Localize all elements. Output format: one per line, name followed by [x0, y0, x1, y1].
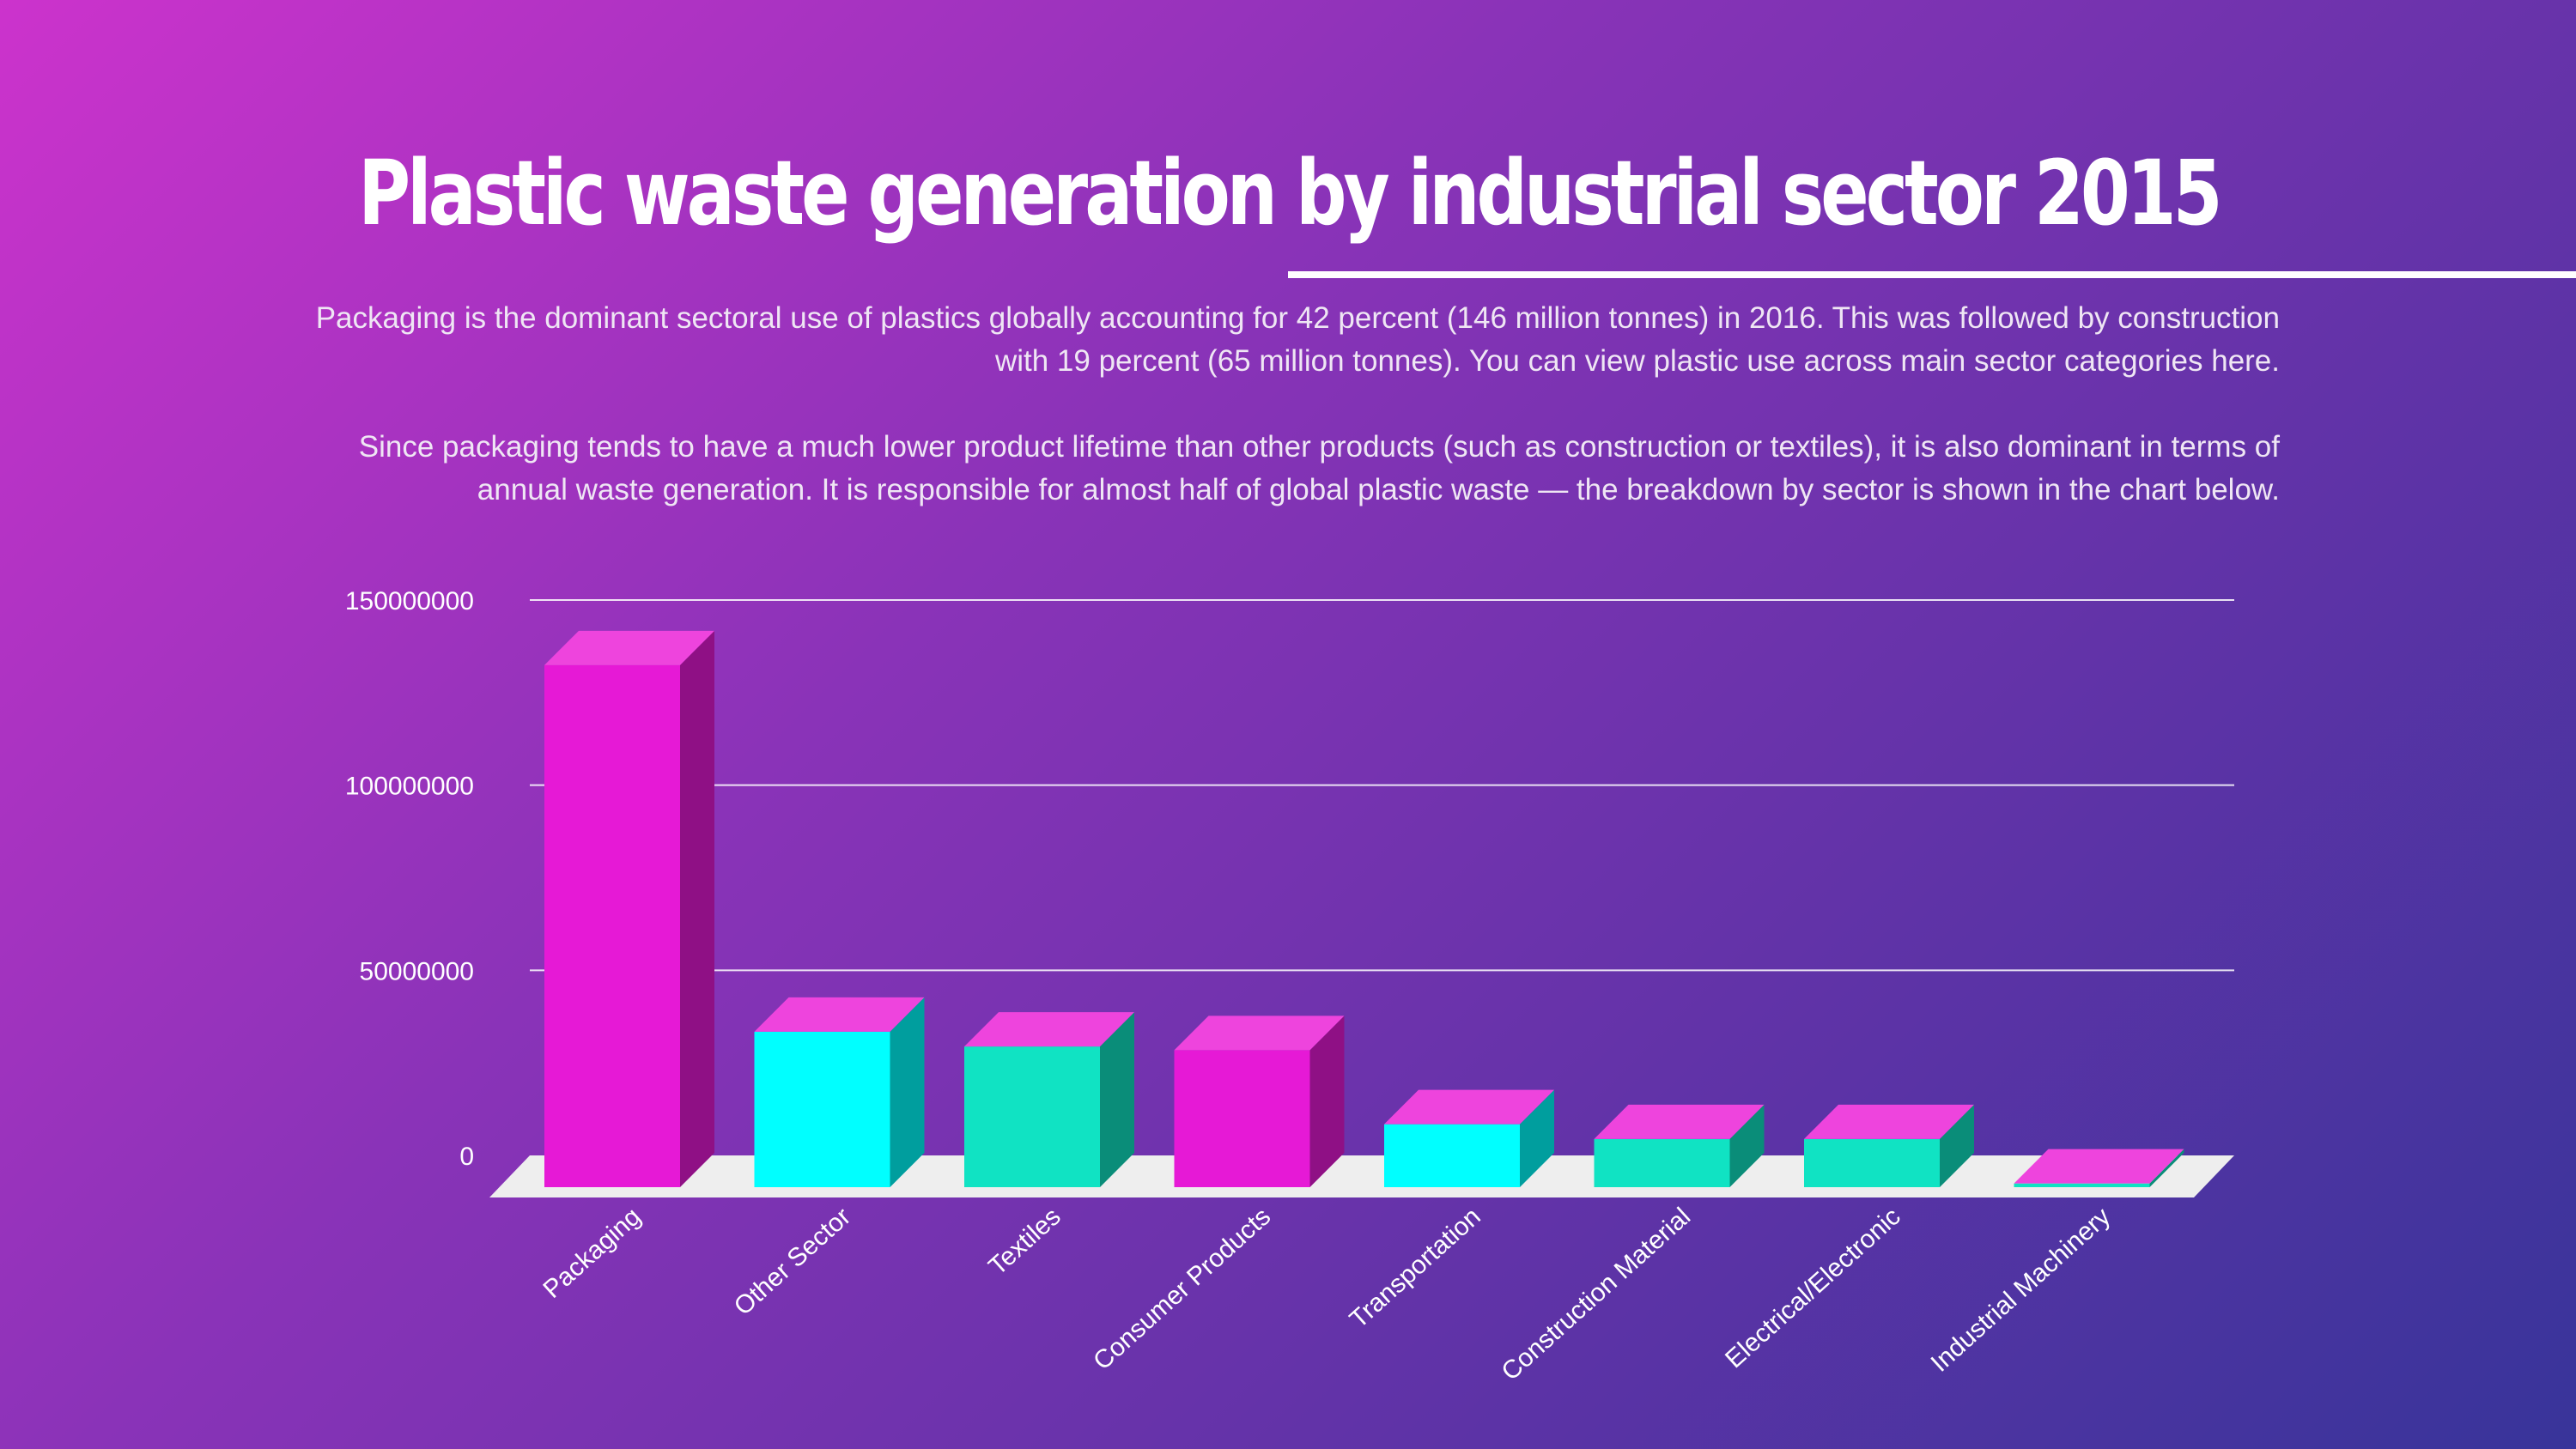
bar-top — [964, 1012, 1134, 1047]
bar-front — [754, 1031, 890, 1187]
y-axis-ticks: 0 50000000 100000000 150000000 — [345, 587, 474, 1171]
bar-side — [1940, 1104, 1974, 1187]
y-tick-label: 150000000 — [345, 587, 474, 615]
description-paragraph-2: Since packaging tends to have a much low… — [358, 430, 2280, 506]
x-tick-label: Transportation — [1345, 1203, 1486, 1334]
y-tick-label: 50000000 — [360, 957, 474, 985]
bar-packaging — [544, 630, 714, 1187]
bar-front — [1594, 1138, 1730, 1187]
x-tick-label: Construction Material — [1496, 1203, 1696, 1386]
bar-top — [1804, 1104, 1974, 1139]
x-tick-label: Other Sector — [729, 1203, 856, 1321]
bar-top — [1174, 1016, 1345, 1051]
floor-plane — [489, 1155, 2234, 1197]
bar-front — [544, 664, 680, 1187]
bar-front — [964, 1046, 1100, 1187]
bar-side — [1100, 1012, 1134, 1187]
bar-construction-material — [1594, 1104, 1765, 1187]
x-tick-label: Consumer Products — [1088, 1203, 1276, 1376]
chart-floor — [489, 1155, 2234, 1197]
bar-side — [680, 630, 714, 1187]
gridlines — [530, 599, 2234, 972]
bar-front — [2014, 1183, 2150, 1187]
bar-front — [1384, 1124, 1520, 1187]
y-tick-label: 0 — [459, 1143, 474, 1171]
bar-top — [754, 997, 925, 1032]
bar-side — [1520, 1089, 1554, 1187]
bar-other-sector — [754, 997, 925, 1187]
bar-side — [890, 997, 925, 1187]
title-underline — [1288, 271, 2576, 278]
bar-top — [1384, 1089, 1554, 1125]
bar-side — [2149, 1149, 2184, 1187]
bar-front — [1804, 1138, 1940, 1187]
bar-front — [1174, 1050, 1310, 1187]
bar-side — [1309, 1016, 1345, 1187]
bar-textiles — [964, 1012, 1134, 1187]
bar-side — [1729, 1104, 1765, 1187]
x-tick-label: Industrial Machinery — [1926, 1203, 2117, 1378]
y-tick-label: 100000000 — [345, 773, 474, 801]
bar-top — [2014, 1149, 2184, 1184]
bar-transportation — [1384, 1089, 1554, 1187]
description-paragraph-1: Packaging is the dominant sectoral use o… — [315, 301, 2280, 378]
bar-top — [544, 630, 714, 665]
x-tick-label: Electrical/Electronic — [1720, 1203, 1906, 1374]
x-axis-labels: Packaging Other Sector Textiles Consumer Pr… — [538, 1203, 2116, 1386]
x-tick-label: Packaging — [538, 1203, 646, 1304]
x-tick-label: Textiles — [983, 1203, 1066, 1281]
bars — [544, 630, 2184, 1187]
bar-consumer-products — [1174, 1016, 1345, 1187]
bar-top — [1594, 1104, 1765, 1139]
bar-industrial-machinery — [2014, 1149, 2184, 1187]
bar-electrical-electronic — [1804, 1104, 1974, 1187]
page-title: Plastic waste generation by industrial s… — [358, 141, 2222, 246]
